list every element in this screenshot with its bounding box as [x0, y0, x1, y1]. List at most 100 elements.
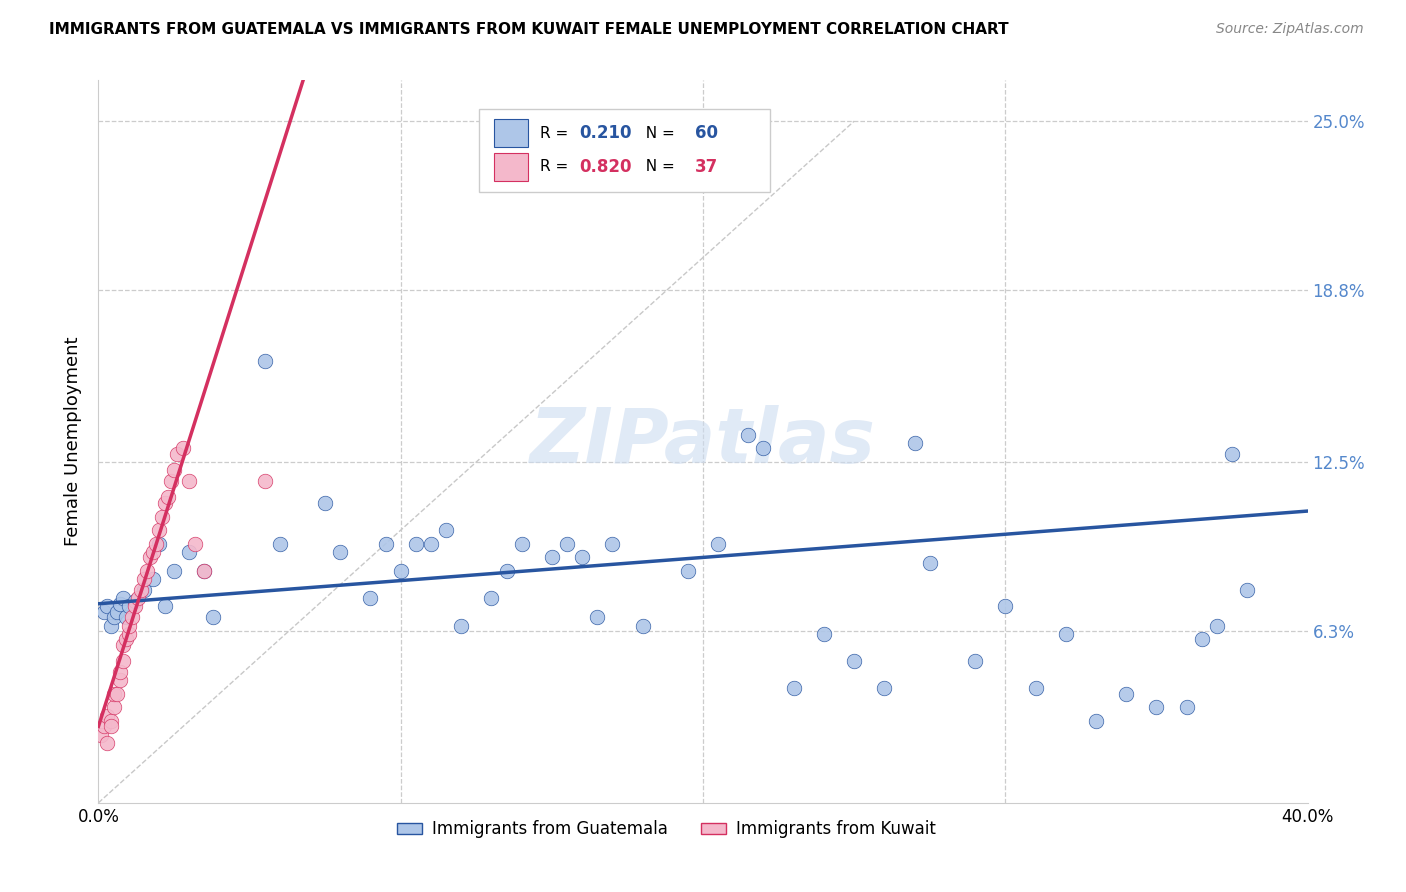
Point	[111, 591, 134, 606]
Point	[1054, 626, 1077, 640]
Point	[676, 564, 699, 578]
Point	[103, 687, 125, 701]
Point	[555, 537, 578, 551]
Point	[163, 463, 186, 477]
Point	[127, 591, 149, 606]
Point	[707, 537, 730, 551]
FancyBboxPatch shape	[494, 119, 527, 147]
Point	[142, 545, 165, 559]
Text: 0.820: 0.820	[579, 158, 633, 176]
Point	[994, 599, 1017, 614]
Point	[93, 719, 115, 733]
Point	[1085, 714, 1108, 728]
Point	[1115, 687, 1137, 701]
Point	[202, 610, 225, 624]
Point	[873, 681, 896, 696]
Point	[172, 442, 194, 456]
Text: Source: ZipAtlas.com: Source: ZipAtlas.com	[1216, 22, 1364, 37]
Point	[148, 523, 170, 537]
Point	[156, 491, 179, 505]
Point	[129, 583, 152, 598]
Point	[752, 442, 775, 456]
Point	[96, 708, 118, 723]
Point	[135, 564, 157, 578]
Point	[139, 550, 162, 565]
Point	[631, 618, 654, 632]
Point	[737, 427, 759, 442]
Point	[1024, 681, 1046, 696]
Point	[269, 537, 291, 551]
Point	[121, 610, 143, 624]
Text: 37: 37	[695, 158, 718, 176]
Point	[405, 537, 427, 551]
Point	[904, 436, 927, 450]
Point	[179, 545, 201, 559]
Text: R =: R =	[540, 160, 572, 175]
Point	[253, 474, 276, 488]
Legend: Immigrants from Guatemala, Immigrants from Kuwait: Immigrants from Guatemala, Immigrants fr…	[391, 814, 943, 845]
Point	[100, 618, 122, 632]
Point	[148, 537, 170, 551]
Text: IMMIGRANTS FROM GUATEMALA VS IMMIGRANTS FROM KUWAIT FEMALE UNEMPLOYMENT CORRELAT: IMMIGRANTS FROM GUATEMALA VS IMMIGRANTS …	[49, 22, 1010, 37]
Point	[510, 537, 533, 551]
Point	[360, 591, 382, 606]
Point	[586, 610, 609, 624]
Point	[783, 681, 806, 696]
Point	[108, 665, 131, 679]
Point	[450, 618, 472, 632]
Y-axis label: Female Unemployment: Female Unemployment	[63, 337, 82, 546]
Point	[105, 687, 128, 701]
Point	[160, 474, 183, 488]
Point	[166, 447, 188, 461]
Point	[571, 550, 593, 565]
Point	[389, 564, 412, 578]
Point	[96, 736, 118, 750]
Point	[142, 572, 165, 586]
Point	[1206, 618, 1229, 632]
FancyBboxPatch shape	[494, 153, 527, 181]
Point	[193, 564, 215, 578]
Point	[124, 599, 146, 614]
Point	[1175, 700, 1198, 714]
Point	[374, 537, 396, 551]
Text: 60: 60	[695, 124, 717, 142]
Text: 0.210: 0.210	[579, 124, 633, 142]
Point	[145, 537, 167, 551]
Point	[150, 509, 173, 524]
Point	[100, 714, 122, 728]
Point	[132, 583, 155, 598]
Point	[179, 474, 201, 488]
Point	[132, 572, 155, 586]
Point	[253, 354, 276, 368]
Point	[103, 610, 125, 624]
Point	[481, 591, 503, 606]
Point	[184, 537, 207, 551]
Point	[111, 654, 134, 668]
Point	[329, 545, 352, 559]
Point	[118, 599, 141, 614]
Point	[602, 537, 624, 551]
Point	[1144, 700, 1167, 714]
Point	[844, 654, 866, 668]
Point	[105, 605, 128, 619]
Point	[114, 632, 136, 647]
Point	[103, 700, 125, 714]
Point	[918, 556, 941, 570]
Point	[124, 594, 146, 608]
Point	[193, 564, 215, 578]
Point	[111, 638, 134, 652]
Point	[1220, 447, 1243, 461]
Point	[1191, 632, 1213, 647]
FancyBboxPatch shape	[479, 109, 769, 193]
Point	[114, 610, 136, 624]
Point	[108, 673, 131, 687]
Text: R =: R =	[540, 126, 572, 141]
Point	[314, 496, 336, 510]
Point	[495, 564, 517, 578]
Point	[118, 626, 141, 640]
Text: N =: N =	[637, 126, 681, 141]
Text: ZIPatlas: ZIPatlas	[530, 405, 876, 478]
Point	[93, 605, 115, 619]
Point	[96, 599, 118, 614]
Point	[163, 564, 186, 578]
